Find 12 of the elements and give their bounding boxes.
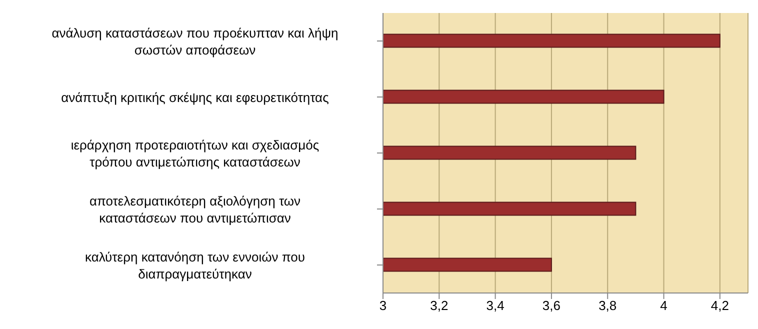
y-tick-label: αποτελεσματικότερη αξιολόγηση των καταστάσεων που αντιμετώπισαν xyxy=(89,193,301,225)
x-tick-label: 4 xyxy=(660,298,668,314)
y-tick-label: καλύτερη κατανόηση των εννοιών που διαπραγματεύτηκαν xyxy=(85,249,305,281)
x-tick-label: 3,8 xyxy=(598,298,617,314)
x-tick-label: 3,4 xyxy=(486,298,504,314)
x-tick-label: 4,2 xyxy=(710,298,729,314)
y-tick-label: ιεράρχηση προτεραιοτήτων και σχεδιασμός τρόπου αντιμετώπισης καταστάσεων xyxy=(70,137,320,169)
x-tick-label: 3 xyxy=(379,298,387,314)
y-tick-label: ανάπτυξη κριτικής σκέψης και εφευρετικότητας xyxy=(61,90,329,104)
x-tick-label: 3,6 xyxy=(542,298,560,314)
x-tick-label: 3,2 xyxy=(430,298,448,314)
y-tick-label: ανάλυση καταστάσεων που προέκυπταν και λήψη σωστών αποφάσεων xyxy=(52,25,338,57)
